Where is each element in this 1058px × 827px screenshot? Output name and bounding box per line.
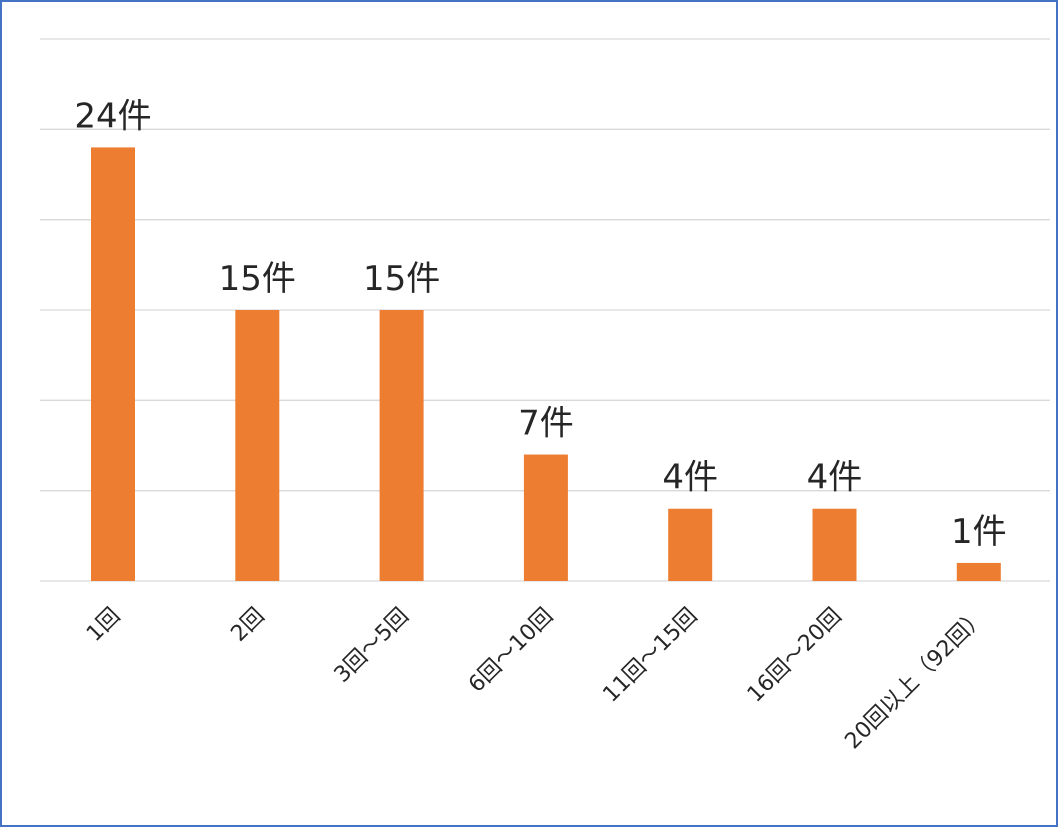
category-label-5: 11回～15回	[598, 604, 702, 708]
data-label-2: 15件	[219, 259, 296, 299]
gridlines	[40, 38, 1050, 582]
bar-6	[812, 508, 857, 581]
data-label-1: 24件	[74, 96, 151, 136]
data-label-7: 1件	[951, 512, 1007, 552]
bar-7	[956, 562, 1001, 581]
category-label-2: 2回	[226, 604, 269, 647]
bar-1	[91, 147, 135, 581]
category-label-3: 3回～5回	[330, 604, 414, 688]
bars	[91, 147, 1001, 581]
category-label-4: 6回～10回	[464, 604, 558, 698]
data-label-4: 7件	[518, 404, 574, 444]
bar-5	[668, 508, 713, 581]
bar-3	[379, 310, 424, 581]
category-label-1: 1回	[82, 604, 125, 647]
data-label-3: 15件	[363, 259, 440, 299]
data-labels: 24件 15件 15件 7件 4件 4件 1件	[74, 96, 1006, 552]
category-label-6: 16回～20回	[743, 604, 847, 708]
bar-4	[523, 454, 568, 581]
data-label-5: 4件	[662, 458, 718, 498]
data-label-6: 4件	[807, 458, 863, 498]
category-label-7: 20回以上（92回）	[840, 604, 991, 755]
bar-2	[235, 310, 280, 581]
